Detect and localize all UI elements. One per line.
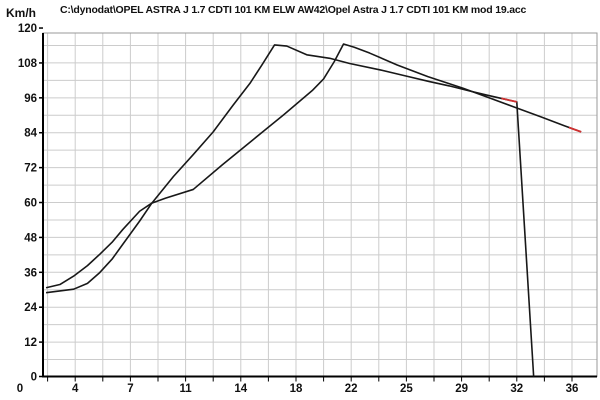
y-axis-tick-label: 108	[18, 58, 38, 70]
x-axis-tick-label: 14	[234, 383, 247, 395]
x-axis-tick-label: 7	[127, 383, 133, 395]
series-curve-2-slow-rise-coast-to-end	[45, 43, 582, 289]
x-axis-tick-label: 18	[290, 383, 303, 395]
x-axis-tick-label: 32	[510, 383, 523, 395]
y-axis-tick-label: 24	[24, 302, 37, 314]
y-axis-tick-label: 72	[24, 163, 37, 175]
y-axis-tick-label: 120	[18, 23, 37, 35]
y-axis-tick-label: 84	[24, 128, 37, 140]
x-axis-tick-label: 4	[72, 383, 79, 395]
y-axis-unit-label: Km/h	[6, 6, 36, 20]
y-axis-tick-label: 96	[24, 93, 37, 105]
x-axis-tick-label: 25	[400, 383, 413, 395]
x-axis-tick-label: 29	[455, 383, 468, 395]
x-axis-tick-label: 11	[180, 383, 193, 395]
y-axis-tick-label: 60	[24, 198, 37, 210]
x-axis-tick-label: 0	[17, 383, 23, 395]
series-end-marker-curve-1-fast-rise-braked-stop	[501, 97, 517, 103]
x-axis-tick-label: 22	[345, 383, 358, 395]
series-curve-1-fast-rise-braked-stop	[45, 44, 535, 377]
y-axis-tick-label: 12	[24, 337, 37, 349]
chart-title: C:\dynodat\OPEL ASTRA J 1.7 CDTI 101 KM …	[60, 4, 527, 16]
y-axis-tick-label: 36	[24, 267, 37, 279]
x-axis-tick-label: 36	[566, 383, 579, 395]
series-end-marker-curve-2-slow-rise-coast-to-end	[568, 126, 582, 133]
y-axis-tick-label: 48	[24, 232, 37, 244]
y-axis-tick-label: 0	[31, 372, 37, 384]
